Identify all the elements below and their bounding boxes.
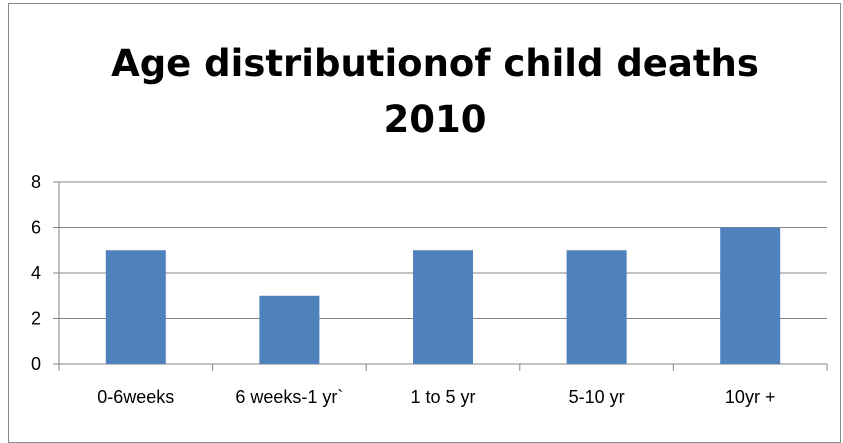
bar xyxy=(413,250,473,364)
x-category-label: 10yr + xyxy=(725,387,776,407)
chart-title-line2: 2010 xyxy=(383,98,487,141)
y-tick-label: 2 xyxy=(31,309,41,329)
chart-frame xyxy=(8,3,841,443)
chart-title: Age distributionof child deaths 2010 xyxy=(0,36,843,148)
x-category-label: 1 to 5 yr xyxy=(410,387,475,407)
y-tick-label: 6 xyxy=(31,218,41,238)
x-category-label: 0-6weeks xyxy=(97,387,174,407)
bar xyxy=(105,250,166,364)
y-tick-label: 8 xyxy=(31,172,41,192)
y-tick-label: 4 xyxy=(31,263,41,283)
chart-title-line1: Age distributionof child deaths xyxy=(111,42,759,85)
x-category-label: 6 weeks-1 yr` xyxy=(235,387,343,407)
bar xyxy=(720,227,781,364)
y-tick-label: 0 xyxy=(31,354,41,374)
bar-chart: 0 2 4 6 8 0-6weeks 6 weeks-1 yr` 1 to 5 yr 5-10 … xyxy=(31,172,828,407)
bar xyxy=(566,250,627,364)
bar xyxy=(259,295,320,364)
x-category-label: 5-10 yr xyxy=(569,387,625,407)
